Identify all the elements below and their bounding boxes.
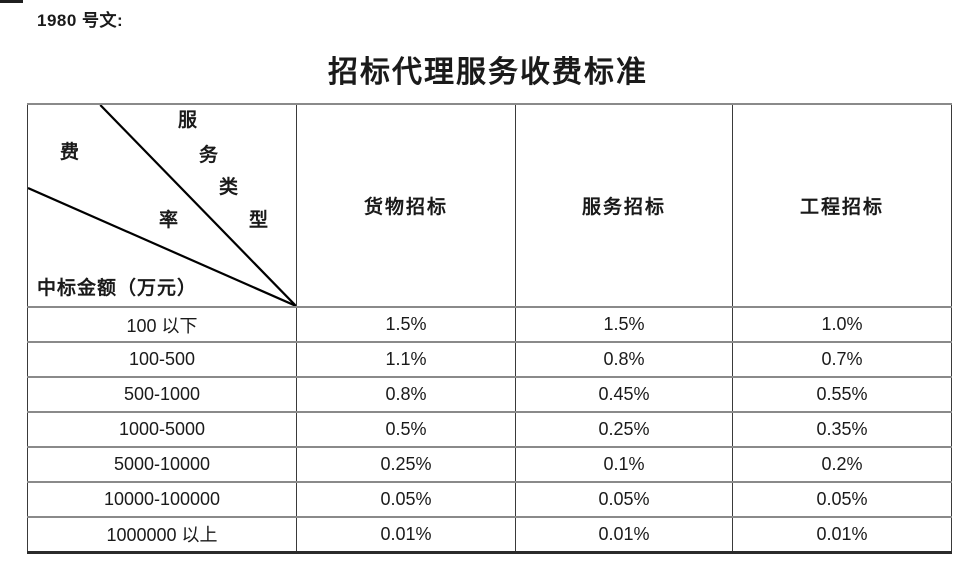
- rate-value: 0.25%: [515, 411, 733, 448]
- table-row: 1000-5000 0.5% 0.25% 0.35%: [27, 411, 952, 448]
- rate-value: 0.8%: [515, 341, 733, 378]
- rate-value: 0.05%: [515, 481, 733, 518]
- rate-value: 1.0%: [732, 306, 952, 343]
- rate-value: 0.1%: [515, 446, 733, 483]
- amount-range: 5000-10000: [27, 446, 297, 483]
- table-row: 10000-100000 0.05% 0.05% 0.05%: [27, 481, 952, 518]
- amount-range: 500-1000: [27, 376, 297, 413]
- corner-label-service-type-char: 型: [249, 210, 269, 231]
- amount-range: 1000-5000: [27, 411, 297, 448]
- screen-edge-artifact: [0, 0, 23, 3]
- amount-range: 100 以下: [27, 306, 297, 343]
- table-row: 5000-10000 0.25% 0.1% 0.2%: [27, 446, 952, 483]
- rate-value: 0.01%: [296, 516, 516, 553]
- document-reference: 1980 号文:: [37, 11, 124, 30]
- rate-value: 0.8%: [296, 376, 516, 413]
- table-header-row: 服 务 类 型 费 率 中标金额（万元） 货物招标 服务招标 工程招标: [27, 103, 952, 308]
- rate-value: 0.05%: [296, 481, 516, 518]
- column-header-engineering: 工程招标: [732, 103, 952, 308]
- diagonal-corner-cell: 服 务 类 型 费 率 中标金额（万元）: [27, 103, 297, 308]
- rate-value: 0.01%: [515, 516, 733, 553]
- amount-range: 1000000 以上: [27, 516, 297, 553]
- corner-label-amount: 中标金额（万元）: [37, 278, 198, 299]
- rate-value: 0.2%: [732, 446, 952, 483]
- rate-value: 0.01%: [732, 516, 952, 553]
- rate-value: 0.55%: [732, 376, 952, 413]
- rate-value: 1.5%: [515, 306, 733, 343]
- rate-value: 0.7%: [732, 341, 952, 378]
- rate-value: 0.5%: [296, 411, 516, 448]
- page-title: 招标代理服务收费标准: [328, 56, 648, 89]
- rate-value: 1.5%: [296, 306, 516, 343]
- table-row: 500-1000 0.8% 0.45% 0.55%: [27, 376, 952, 413]
- rate-value: 1.1%: [296, 341, 516, 378]
- rate-value: 0.05%: [732, 481, 952, 518]
- fee-standard-table: 服 务 类 型 费 率 中标金额（万元） 货物招标 服务招标 工程招标 100 …: [27, 103, 952, 554]
- corner-label-service-type-char: 类: [219, 177, 239, 198]
- corner-label-service-type-char: 务: [199, 145, 219, 166]
- corner-label-fee-rate-char: 率: [159, 210, 179, 231]
- rate-value: 0.45%: [515, 376, 733, 413]
- corner-label-service-type-char: 服: [178, 110, 198, 131]
- diagonal-split-lines: [28, 105, 296, 306]
- amount-range: 10000-100000: [27, 481, 297, 518]
- column-header-goods: 货物招标: [296, 103, 516, 308]
- rate-value: 0.35%: [732, 411, 952, 448]
- table-row: 100 以下 1.5% 1.5% 1.0%: [27, 306, 952, 343]
- corner-label-fee-rate-char: 费: [60, 142, 80, 163]
- table-row: 1000000 以上 0.01% 0.01% 0.01%: [27, 516, 952, 553]
- column-header-service: 服务招标: [515, 103, 733, 308]
- table-row: 100-500 1.1% 0.8% 0.7%: [27, 341, 952, 378]
- amount-range: 100-500: [27, 341, 297, 378]
- rate-value: 0.25%: [296, 446, 516, 483]
